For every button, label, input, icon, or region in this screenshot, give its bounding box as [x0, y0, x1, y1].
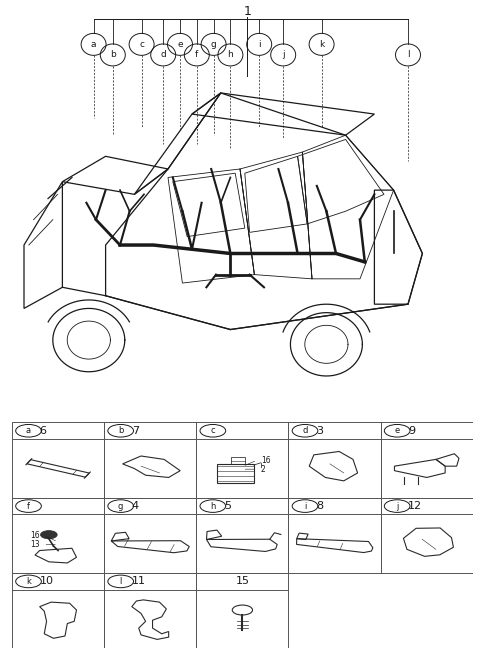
Bar: [12, 422, 104, 498]
Text: 10: 10: [40, 576, 54, 586]
Bar: [381, 498, 473, 573]
Text: c: c: [139, 40, 144, 49]
Text: d: d: [160, 50, 166, 60]
Text: 9: 9: [408, 426, 415, 436]
Text: b: b: [118, 426, 123, 436]
Text: h: h: [228, 50, 233, 60]
Bar: [231, 457, 245, 464]
Bar: [381, 422, 473, 498]
Text: d: d: [302, 426, 308, 436]
Text: l: l: [120, 577, 122, 586]
Text: 1: 1: [243, 5, 251, 18]
Text: g: g: [118, 502, 123, 511]
Text: 15: 15: [235, 576, 250, 586]
Text: l: l: [407, 50, 409, 60]
Text: g: g: [211, 40, 216, 49]
Bar: [288, 498, 381, 573]
Text: 3: 3: [316, 426, 323, 436]
Text: 2: 2: [261, 464, 265, 474]
Text: 6: 6: [40, 426, 47, 436]
Text: j: j: [396, 502, 398, 511]
Text: a: a: [26, 426, 31, 436]
Bar: [12, 498, 104, 573]
Text: f: f: [27, 502, 30, 511]
Text: i: i: [258, 40, 261, 49]
Circle shape: [41, 531, 57, 539]
Text: k: k: [26, 577, 31, 586]
Text: i: i: [304, 502, 306, 511]
Text: j: j: [282, 50, 285, 60]
Bar: [104, 422, 196, 498]
Text: c: c: [211, 426, 215, 436]
Text: 4: 4: [132, 501, 139, 511]
Text: 16: 16: [30, 531, 40, 540]
Text: 5: 5: [224, 501, 231, 511]
Text: e: e: [395, 426, 400, 436]
Text: 11: 11: [132, 576, 146, 586]
Text: 8: 8: [316, 501, 323, 511]
Bar: [196, 498, 288, 573]
Text: 16: 16: [261, 456, 270, 464]
Text: f: f: [195, 50, 198, 60]
Bar: [288, 422, 381, 498]
Text: 12: 12: [408, 501, 422, 511]
Bar: [104, 498, 196, 573]
Bar: [196, 573, 288, 648]
Text: e: e: [177, 40, 183, 49]
Text: a: a: [91, 40, 96, 49]
Text: 13: 13: [30, 540, 40, 549]
Bar: [12, 573, 104, 648]
Text: h: h: [210, 502, 216, 511]
Bar: [196, 422, 288, 498]
Text: b: b: [110, 50, 116, 60]
Bar: [217, 464, 254, 483]
Text: k: k: [319, 40, 324, 49]
Text: 7: 7: [132, 426, 139, 436]
Bar: [104, 573, 196, 648]
